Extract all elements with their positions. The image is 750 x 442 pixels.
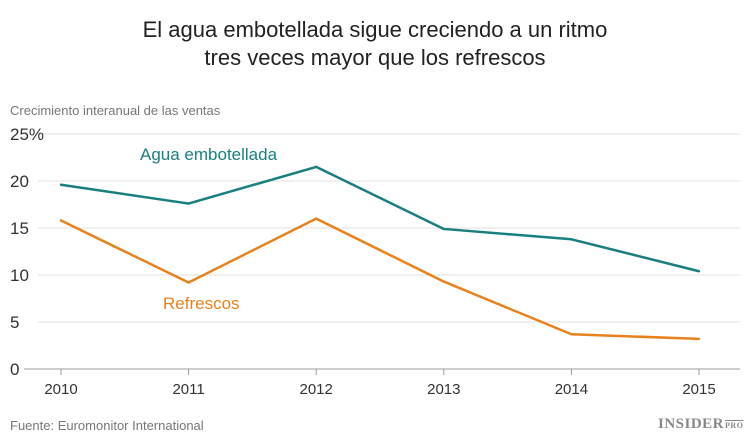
x-tick-label: 2015 [682,381,715,398]
data-point [697,270,701,273]
data-point [570,238,573,241]
y-tick-label: 5 [10,313,19,332]
title-line-2: tres veces mayor que los refrescos [204,45,546,70]
y-tick-label: 20 [10,172,29,191]
x-tick-label: 2010 [44,381,77,398]
logo-suffix: PRO [725,421,744,430]
x-tick-label: 2011 [172,381,204,398]
series-label: Agua embotellada [140,145,278,164]
data-point [442,280,445,283]
data-point [59,219,63,222]
y-tick-label: 25% [10,125,44,144]
title-line-1: El agua embotellada sigue creciendo a un… [142,17,608,42]
data-point [315,217,318,220]
data-point [59,183,63,186]
logo-text: INSIDER [658,416,725,432]
x-tick-label: 2014 [555,381,588,398]
series-line-refrescos [60,217,700,341]
data-point [442,227,445,231]
y-tick-label: 0 [10,360,19,379]
insider-pro-logo: INSIDERPRO [658,416,743,433]
series-label: Refrescos [163,294,240,313]
data-point [570,333,573,336]
data-point [315,165,318,169]
data-point [187,202,190,205]
chart-subtitle: Crecimiento interanual de las ventas [10,103,221,118]
y-tick-label: 10 [10,266,29,285]
x-tick-label: 2012 [300,381,333,398]
series-line-agua [60,165,700,273]
data-point [697,337,701,341]
data-point [187,281,190,284]
x-tick-label: 2013 [427,381,460,398]
y-tick-label: 15 [10,219,29,238]
source-note: Fuente: Euromonitor International [10,418,204,433]
chart-title: El agua embotellada sigue creciendo a un… [0,16,750,72]
